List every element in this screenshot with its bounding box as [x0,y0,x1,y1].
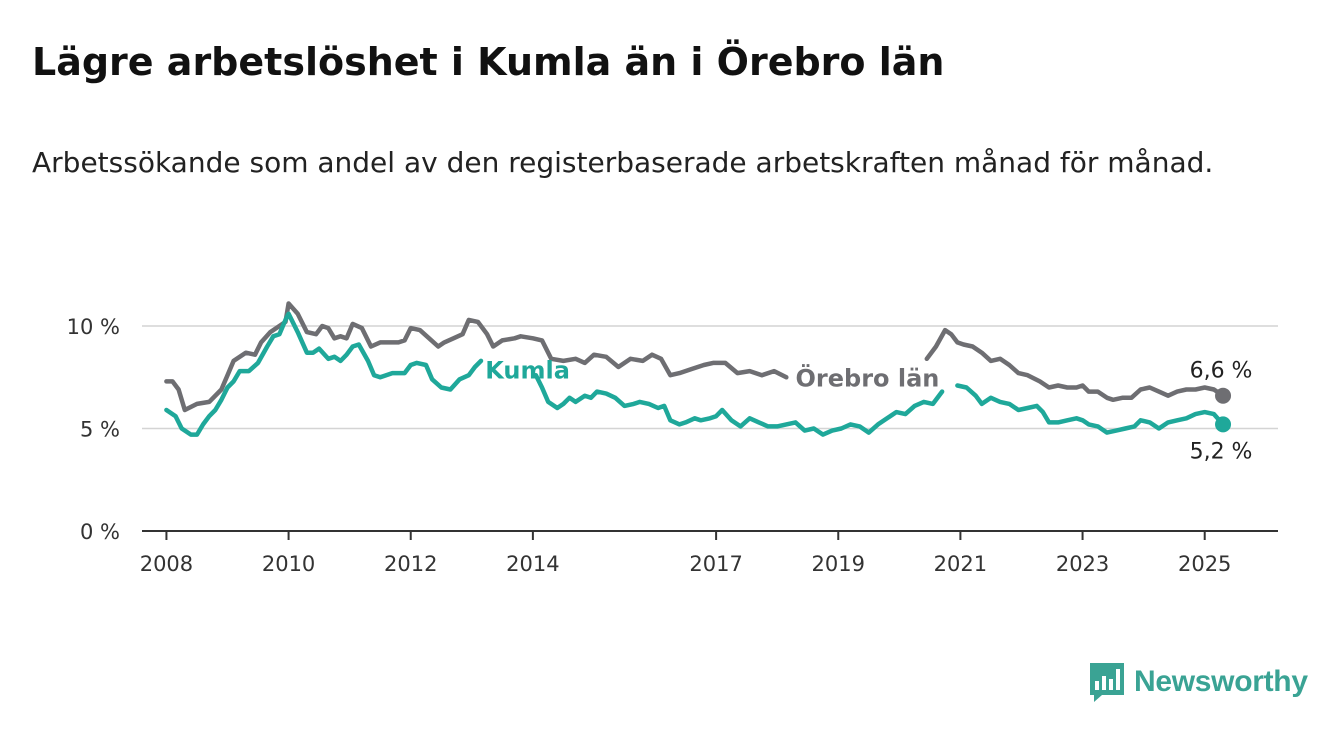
orebro-lan-line [164,301,789,413]
gridlines: 0 % 5 % 10 % [67,315,1278,544]
series-labels: 6,6 % 5,2 % Kumla Örebro län [485,356,1252,464]
kumla-series-label: Kumla [485,356,570,384]
newsworthy-brand: Newsworthy [1088,660,1308,704]
orebro-lan-series-label: Örebro län [796,362,940,392]
kumla-end-label: 5,2 % [1190,439,1253,464]
chart-title: Lägre arbetslöshet i Kumla än i Örebro l… [32,40,945,84]
y-tick-label: 5 % [80,418,120,442]
x-tick-label: 2025 [1178,552,1231,576]
x-tick-label: 2021 [934,552,987,576]
bar-chart-logo-icon [1090,663,1124,702]
x-tick-label: 2017 [689,552,742,576]
chart-subtitle: Arbetssökande som andel av den registerb… [32,146,1214,179]
orebro-lan-line [924,327,1226,403]
x-tick-label: 2008 [140,552,193,576]
kumla-end-point [1215,416,1232,433]
x-tick-label: 2010 [262,552,315,576]
brand-name: Newsworthy [1134,665,1308,698]
x-tick-label: 2023 [1056,552,1109,576]
x-tick-label: 2014 [506,552,559,576]
kumla-line [955,383,1226,435]
orebro-lan-end-point [1215,387,1232,404]
series-lines [164,301,1232,437]
kumla-line [533,372,945,437]
x-tick-label: 2019 [812,552,865,576]
y-tick-label: 10 % [67,315,120,339]
y-tick-label: 0 % [80,520,120,544]
orebro-lan-end-label: 6,6 % [1190,359,1253,384]
x-axis: 2008 2010 2012 2014 2017 2019 2021 2023 2025 [140,531,1231,576]
x-tick-label: 2012 [384,552,437,576]
kumla-line [164,311,484,437]
